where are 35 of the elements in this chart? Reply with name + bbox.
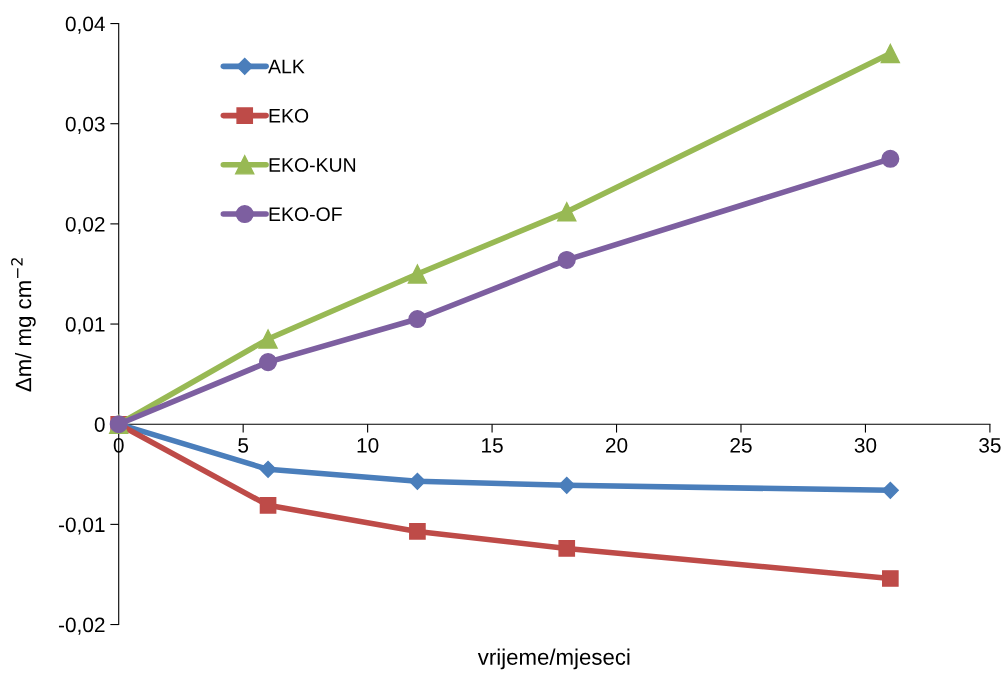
x-tick-label: 35 bbox=[979, 437, 1001, 453]
point bbox=[880, 43, 901, 64]
y-tick-label: 0,02 bbox=[65, 216, 105, 235]
x-tick-label: 10 bbox=[357, 437, 379, 453]
x-axis-title: vrijeme/mjeseci bbox=[477, 648, 630, 670]
x-tick-label: 25 bbox=[730, 437, 752, 453]
y-tick-label: -0,02 bbox=[58, 617, 105, 635]
y-tick-label: 0,01 bbox=[65, 317, 105, 335]
x-tick-label: 15 bbox=[482, 438, 503, 453]
point bbox=[557, 202, 577, 222]
point bbox=[882, 570, 899, 587]
y-tick-label: 0,04 bbox=[65, 16, 105, 34]
point bbox=[407, 264, 428, 284]
point bbox=[881, 149, 900, 168]
point bbox=[408, 310, 427, 329]
point bbox=[881, 481, 899, 499]
legend-label: EKO-KUN bbox=[269, 158, 356, 172]
y-axis-title: Δm/ mg cm$^{−2}$ bbox=[11, 258, 36, 392]
y-tick-label: 0 bbox=[94, 417, 105, 432]
point bbox=[258, 329, 278, 349]
legend-label: EKO-OF bbox=[269, 207, 342, 222]
legend-label: ALK bbox=[268, 59, 305, 74]
x-tick-label: 30 bbox=[854, 437, 877, 453]
x-tick-label: 5 bbox=[238, 438, 249, 453]
y-tick-label: -0,01 bbox=[58, 517, 105, 535]
x-tick-label: 20 bbox=[606, 437, 628, 453]
point bbox=[259, 460, 277, 478]
point bbox=[557, 250, 576, 269]
point bbox=[259, 497, 277, 514]
y-tick-label: 0,03 bbox=[65, 116, 105, 134]
point bbox=[558, 540, 576, 557]
point bbox=[408, 472, 426, 490]
point bbox=[259, 353, 278, 372]
legend-label: EKO bbox=[269, 108, 309, 123]
point bbox=[409, 523, 426, 540]
